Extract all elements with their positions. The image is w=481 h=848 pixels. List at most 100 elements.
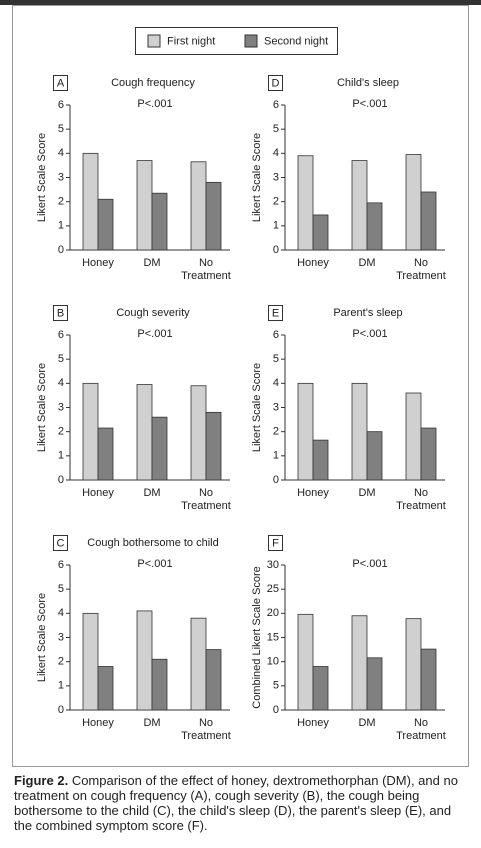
x-tick-label: DM [143,717,161,729]
p-value: P<.001 [352,558,387,570]
x-tick-label: DM [358,257,376,269]
y-tick-label: 0 [58,244,64,256]
y-tick-label: 15 [267,631,279,643]
y-tick-label: 5 [273,680,279,692]
top-rule [0,0,481,5]
x-tick-label: No Treatment [396,487,446,512]
x-tick-label-box: DM [358,717,376,729]
panel-letter-box [53,535,68,551]
x-tick-label: Honey [297,717,329,729]
y-tick-label: 0 [273,474,279,486]
bar [136,160,153,251]
panel-letter: B [57,307,64,319]
bar [366,657,383,711]
x-tick-label: No Treatment [181,717,231,742]
p-value: P<.001 [352,98,387,110]
bar [190,385,207,481]
bar [82,612,99,711]
bar [366,431,383,481]
x-tick-label-box: No Treatment [396,717,446,742]
bar [205,411,222,481]
bar [136,384,153,481]
panel-letter: D [272,77,280,89]
y-axis-label: Likert Scale Score [36,133,48,222]
y-tick-label: 6 [58,329,64,341]
bar [420,427,437,481]
legend-swatch [244,34,258,48]
x-tick-label-box: Honey [297,717,329,729]
x-tick-label: No Treatment [396,257,446,282]
y-tick-label: 4 [58,147,64,159]
y-tick-label: 6 [273,99,279,111]
y-tick-label: 20 [267,607,279,619]
legend-swatch [147,34,161,48]
y-tick-label: 3 [58,401,64,413]
panel-letter-box [53,305,68,321]
panel-letter-box [53,75,68,91]
bar [190,161,207,251]
y-tick-label: 6 [58,559,64,571]
bar [297,613,314,711]
bar [151,416,168,481]
x-tick-label-box: DM [143,487,161,499]
y-tick-label: 1 [273,220,279,232]
x-tick-label: Honey [82,717,114,729]
x-tick-label: No Treatment [181,487,231,512]
x-tick-label: DM [358,487,376,499]
y-tick-label: 5 [58,123,64,135]
y-axis-label: Likert Scale Score [36,593,48,682]
y-tick-label: 4 [58,607,64,619]
bar [82,152,99,251]
y-tick-label: 0 [58,474,64,486]
panel-title: Cough frequency [111,77,195,89]
bar [136,610,153,711]
y-tick-label: 1 [58,680,64,692]
y-tick-label: 6 [58,99,64,111]
y-tick-label: 2 [58,656,64,668]
panel-letter: E [272,307,279,319]
x-tick-label: DM [143,487,161,499]
x-tick-label: No Treatment [181,257,231,282]
bar [351,160,368,251]
y-tick-label: 5 [58,353,64,365]
bar [405,154,422,251]
y-axis-label: Likert Scale Score [251,133,263,222]
x-tick-label-box: DM [358,257,376,269]
y-tick-label: 2 [273,426,279,438]
p-value: P<.001 [352,328,387,340]
panel-letter: C [57,537,65,549]
y-tick-label: 30 [267,559,279,571]
bar [151,658,168,711]
legend-box [135,27,338,55]
y-axis-label: Likert Scale Score [251,363,263,452]
y-tick-label: 4 [273,147,279,159]
bar [97,198,114,251]
p-value: P<.001 [137,98,172,110]
x-tick-label: Honey [297,257,329,269]
y-tick-label: 2 [58,426,64,438]
y-tick-label: 10 [267,656,279,668]
y-tick-label: 5 [58,583,64,595]
y-tick-label: 5 [273,353,279,365]
bar [97,666,114,711]
x-tick-label: No Treatment [396,717,446,742]
x-tick-label-box: Honey [297,257,329,269]
p-value: P<.001 [137,328,172,340]
panel-letter: F [272,537,279,549]
bar [312,214,329,251]
panel-letter: A [57,77,65,89]
bar [82,382,99,481]
y-tick-label: 1 [58,450,64,462]
x-tick-label-box: Honey [82,487,114,499]
bar [351,615,368,711]
y-tick-label: 0 [273,244,279,256]
x-tick-label-box: DM [358,487,376,499]
bar [205,181,222,251]
panel-title: Cough severity [116,307,190,319]
panel-title: Cough bothersome to child [87,537,218,549]
y-tick-label: 25 [267,583,279,595]
bar [97,427,114,481]
x-tick-label: DM [358,717,376,729]
y-tick-label: 1 [273,450,279,462]
